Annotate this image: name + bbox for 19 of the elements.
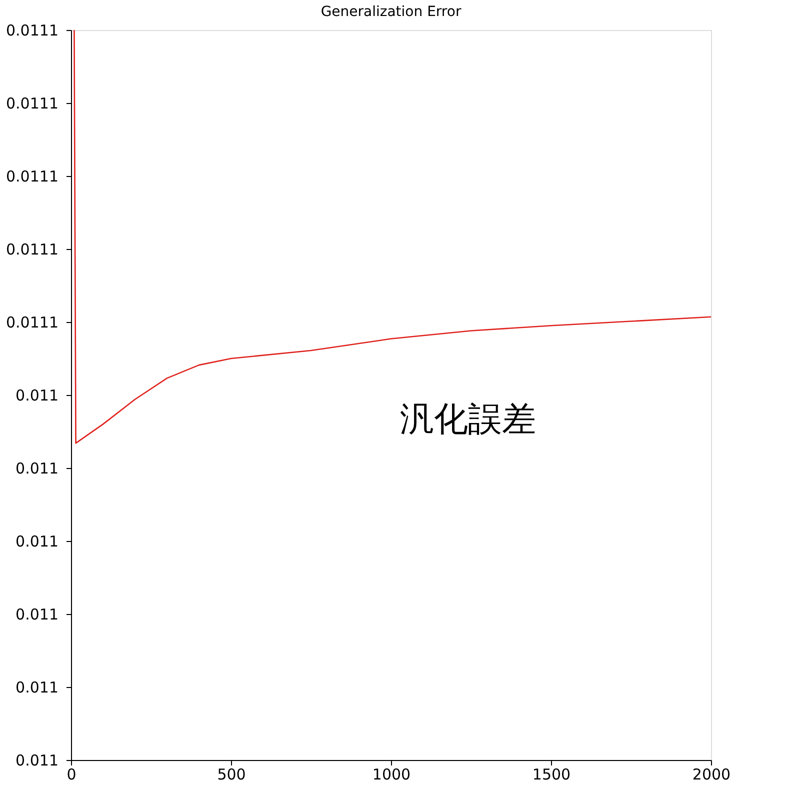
x-tick-label: 1500 xyxy=(532,766,571,784)
x-tick-label: 2000 xyxy=(692,766,731,784)
y-tick-label: 0.011 xyxy=(16,386,58,404)
line-series xyxy=(74,30,711,444)
x-tick-label: 0 xyxy=(66,766,76,784)
y-tick-label: 0.011 xyxy=(16,752,58,770)
y-tick-label: 0.0111 xyxy=(6,168,58,186)
series-label: 汎化誤差 xyxy=(400,400,536,440)
x-tick-label: 1000 xyxy=(372,766,411,784)
y-tick-label: 0.0111 xyxy=(6,240,58,258)
y-tick-label: 0.0111 xyxy=(6,94,58,112)
y-tick-label: 0.0111 xyxy=(6,314,58,332)
y-tick-label: 0.011 xyxy=(16,678,58,696)
y-tick-label: 0.011 xyxy=(16,606,58,624)
y-tick-label: 0.0111 xyxy=(6,22,58,40)
y-tick-label: 0.011 xyxy=(16,532,58,550)
y-tick-label: 0.011 xyxy=(16,460,58,478)
x-tick-label: 500 xyxy=(217,766,246,784)
chart-title: Generalization Error xyxy=(320,4,462,20)
